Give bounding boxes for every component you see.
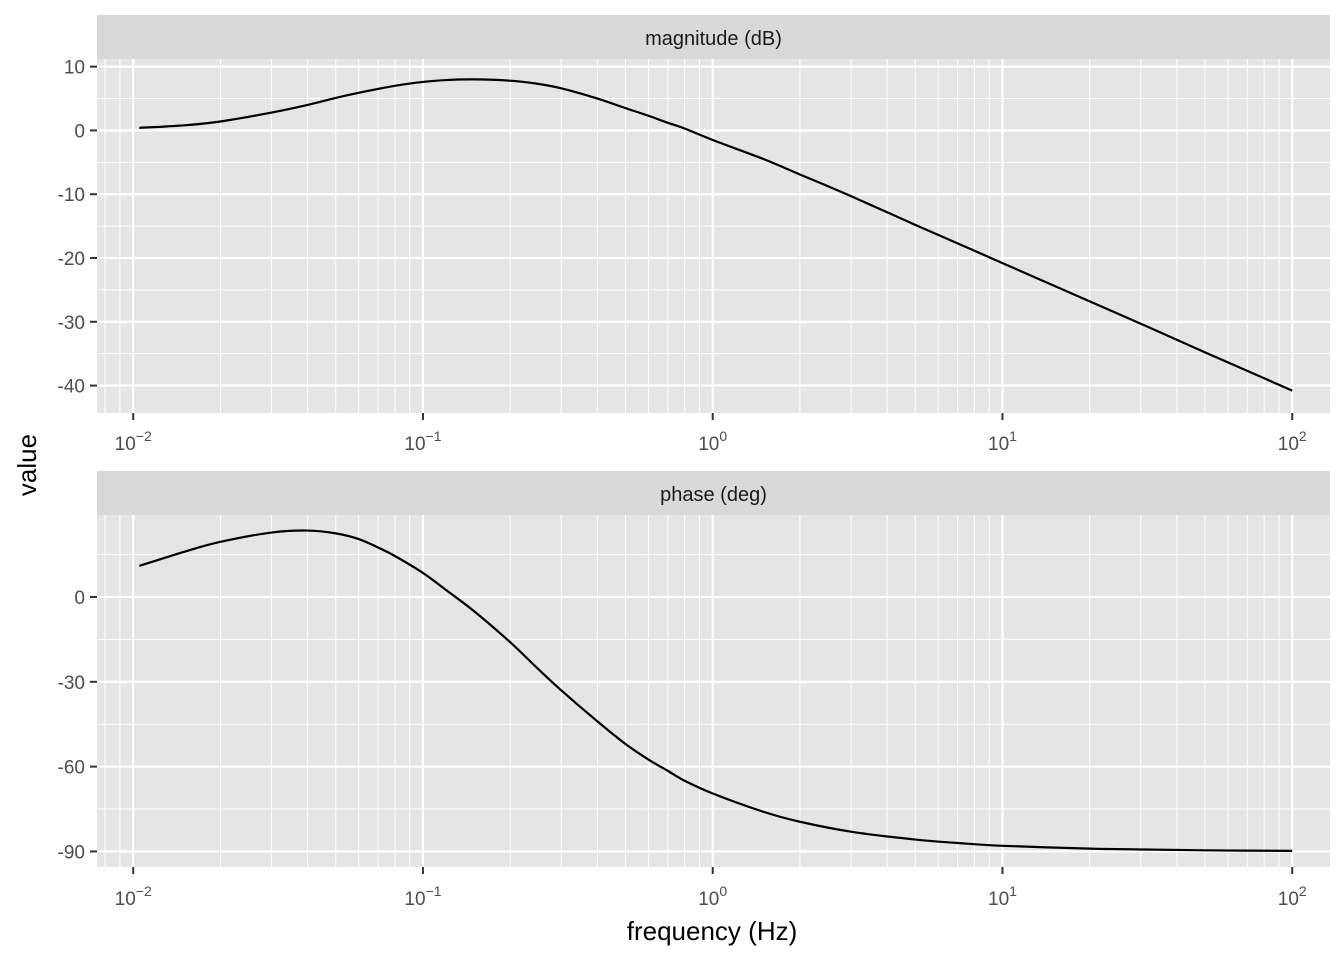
x-tick-label-exponent: 0 xyxy=(719,883,727,899)
facet-strip-label: magnitude (dB) xyxy=(645,28,782,50)
x-tick-label: 100 xyxy=(698,428,727,455)
x-tick-label: 101 xyxy=(988,428,1017,455)
x-tick-label: 10−2 xyxy=(115,883,152,910)
x-axis-title: frequency (Hz) xyxy=(627,916,798,946)
facet-strip-label: phase (deg) xyxy=(660,484,767,506)
facet-strip xyxy=(97,15,1330,59)
x-tick-label-exponent: 1 xyxy=(1009,428,1017,444)
y-tick-label: 0 xyxy=(74,588,85,609)
x-tick-label-base: 10 xyxy=(115,889,136,910)
x-tick-label-base: 10 xyxy=(988,889,1009,910)
x-tick-label: 10−2 xyxy=(115,428,152,455)
x-tick-label-exponent: 2 xyxy=(1299,883,1307,899)
y-tick-label: -60 xyxy=(58,758,85,779)
y-tick-label: -20 xyxy=(58,249,85,270)
y-tick-label: -30 xyxy=(58,673,85,694)
x-tick-label-base: 10 xyxy=(698,434,719,455)
x-tick-label-exponent: 0 xyxy=(719,428,727,444)
x-tick-label: 10−1 xyxy=(404,428,441,455)
x-tick-label-exponent: −1 xyxy=(426,428,442,444)
x-tick-label-exponent: 1 xyxy=(1009,883,1017,899)
x-tick-label: 100 xyxy=(698,883,727,910)
x-tick-label-base: 10 xyxy=(1278,889,1299,910)
x-tick-label-base: 10 xyxy=(1278,434,1299,455)
x-tick-label-exponent: −2 xyxy=(136,428,152,444)
y-tick-label: -40 xyxy=(58,377,85,398)
x-tick-label-exponent: 2 xyxy=(1299,428,1307,444)
x-tick-label-base: 10 xyxy=(698,889,719,910)
x-tick-label: 102 xyxy=(1278,883,1307,910)
facet-strip xyxy=(97,471,1330,515)
y-tick-label: 0 xyxy=(74,121,85,142)
x-tick-label: 101 xyxy=(988,883,1017,910)
y-axis-title: value xyxy=(12,434,42,496)
x-tick-label-base: 10 xyxy=(404,889,425,910)
x-tick-label-exponent: −2 xyxy=(136,883,152,899)
x-tick-label-base: 10 xyxy=(404,434,425,455)
x-tick-label: 10−1 xyxy=(404,883,441,910)
x-tick-label-base: 10 xyxy=(988,434,1009,455)
y-tick-label: -30 xyxy=(58,313,85,334)
x-tick-label: 102 xyxy=(1278,428,1307,455)
phase-series-line xyxy=(139,529,1293,852)
x-tick-label-base: 10 xyxy=(115,434,136,455)
y-tick-label: -10 xyxy=(58,185,85,206)
magnitude-series-line xyxy=(139,78,1293,392)
x-tick-label-exponent: −1 xyxy=(426,883,442,899)
y-tick-label: -90 xyxy=(58,842,85,863)
y-tick-label: 10 xyxy=(64,58,85,79)
